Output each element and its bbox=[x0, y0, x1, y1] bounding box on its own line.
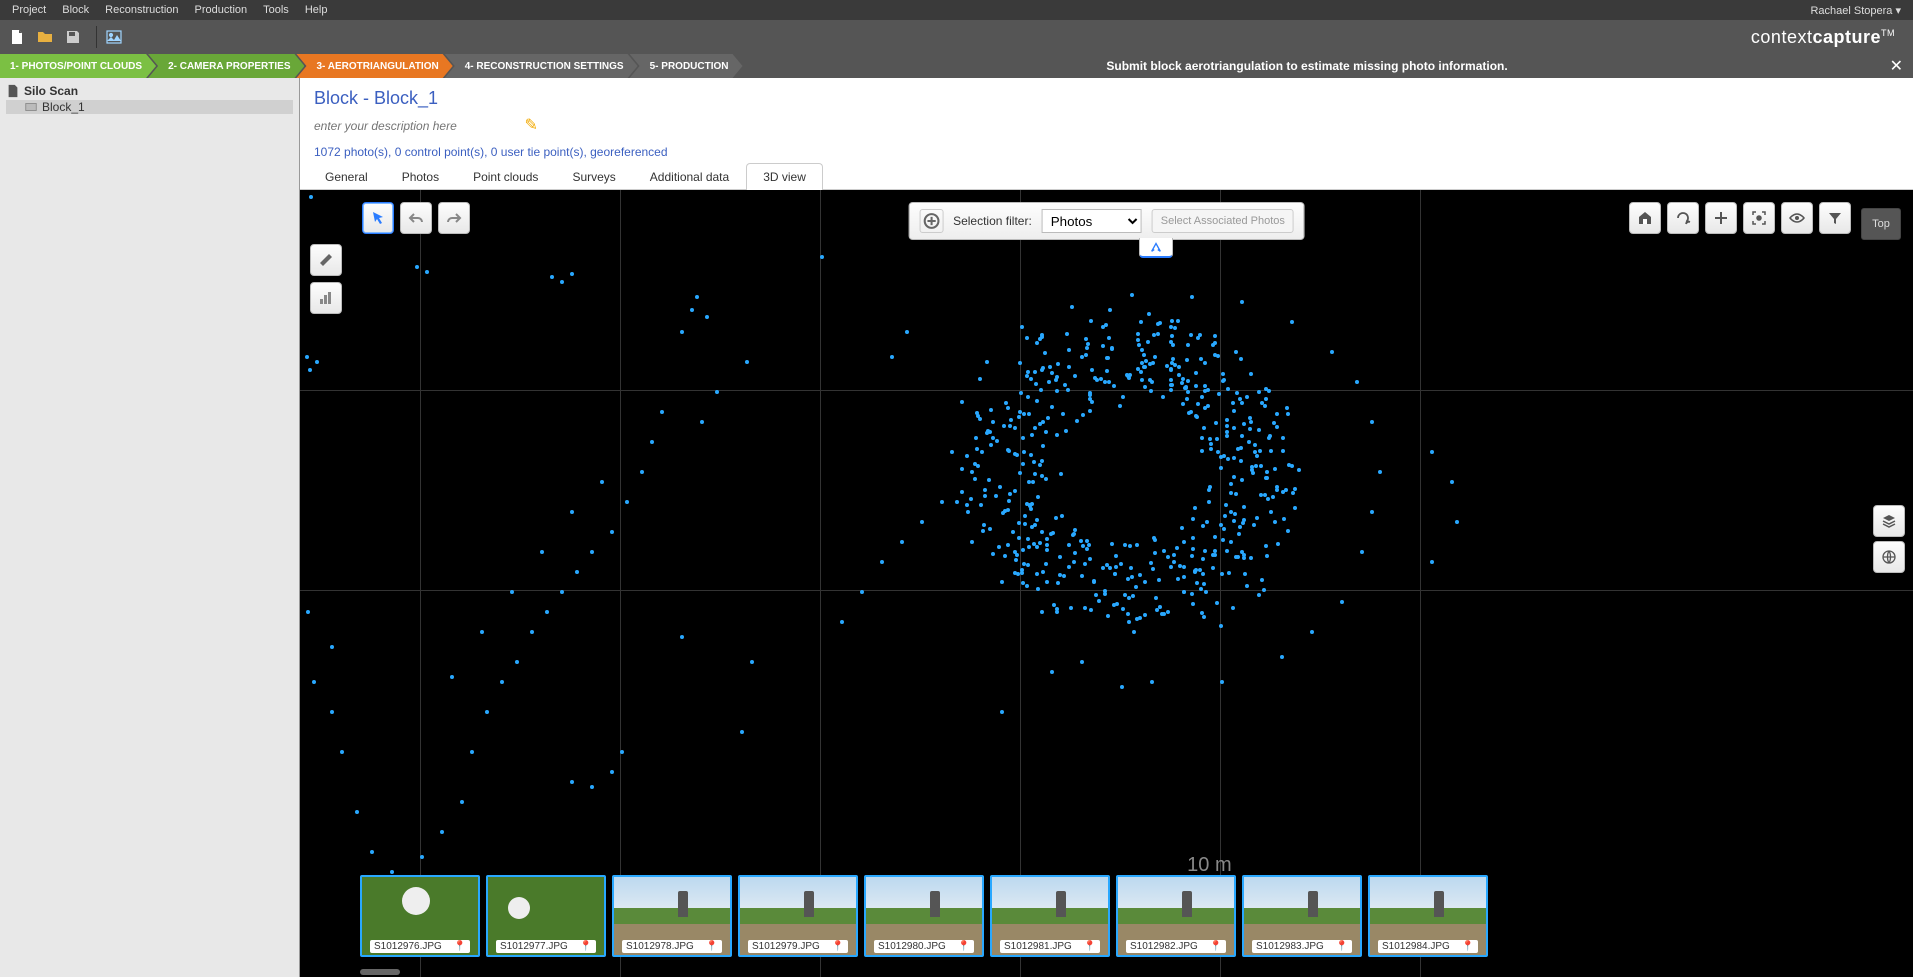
stats-tool-icon[interactable] bbox=[310, 282, 342, 314]
redo-icon[interactable] bbox=[438, 202, 470, 234]
menu-help[interactable]: Help bbox=[297, 2, 336, 18]
globe-icon[interactable] bbox=[1873, 541, 1905, 573]
save-icon[interactable] bbox=[62, 26, 84, 48]
tab-surveys[interactable]: Surveys bbox=[555, 163, 632, 190]
tab-point-clouds[interactable]: Point clouds bbox=[456, 163, 555, 190]
edit-description-icon[interactable]: ✎ bbox=[524, 117, 537, 134]
frame-icon[interactable] bbox=[1743, 202, 1775, 234]
open-folder-icon[interactable] bbox=[34, 26, 56, 48]
scale-label: 10 m bbox=[1187, 854, 1231, 877]
menu-tools[interactable]: Tools bbox=[255, 2, 297, 18]
funnel-icon[interactable] bbox=[1819, 202, 1851, 234]
image-icon[interactable] bbox=[103, 26, 125, 48]
rotate-icon[interactable] bbox=[1667, 202, 1699, 234]
filter-select[interactable]: Photos bbox=[1042, 209, 1142, 233]
workflow-step[interactable]: 1- PHOTOS/POINT CLOUDS bbox=[0, 54, 156, 78]
thumbnail-strip: S1012976.JPG📍S1012977.JPG📍S1012978.JPG📍S… bbox=[360, 875, 1893, 967]
thumbnail[interactable]: S1012983.JPG📍 bbox=[1242, 875, 1362, 957]
new-file-icon[interactable] bbox=[6, 26, 28, 48]
thumbnail[interactable]: S1012978.JPG📍 bbox=[612, 875, 732, 957]
description-input[interactable] bbox=[314, 119, 514, 133]
fit-view-icon[interactable] bbox=[919, 209, 943, 233]
filter-panel: Selection filter: Photos Select Associat… bbox=[908, 202, 1305, 240]
measure-tool-icon[interactable] bbox=[310, 244, 342, 276]
home-icon[interactable] bbox=[1629, 202, 1661, 234]
menubar: ProjectBlockReconstructionProductionTool… bbox=[0, 0, 1913, 20]
thumbnail[interactable]: S1012981.JPG📍 bbox=[990, 875, 1110, 957]
undo-icon[interactable] bbox=[400, 202, 432, 234]
user-menu[interactable]: Rachael Stopera ▾ bbox=[1802, 2, 1909, 19]
block-header: Block - Block_1 ✎ 1072 photo(s), 0 contr… bbox=[300, 78, 1913, 163]
thumbnail[interactable]: S1012976.JPG📍 bbox=[360, 875, 480, 957]
workflow-step[interactable]: 4- RECONSTRUCTION SETTINGS bbox=[445, 54, 638, 78]
select-tool-icon[interactable] bbox=[362, 202, 394, 234]
thumbnail[interactable]: S1012979.JPG📍 bbox=[738, 875, 858, 957]
tab-general[interactable]: General bbox=[308, 163, 385, 190]
main-toolbar: contextcaptureTM bbox=[0, 20, 1913, 54]
pan-icon[interactable] bbox=[1705, 202, 1737, 234]
tree-project[interactable]: Silo Scan bbox=[6, 84, 293, 98]
layers-icon[interactable] bbox=[1873, 505, 1905, 537]
tree-block[interactable]: Block_1 bbox=[6, 100, 293, 114]
top-view-button[interactable]: Top bbox=[1861, 208, 1901, 240]
filter-label: Selection filter: bbox=[953, 214, 1032, 228]
workflow-message: Submit block aerotriangulation to estima… bbox=[735, 59, 1880, 73]
thumbnail[interactable]: S1012980.JPG📍 bbox=[864, 875, 984, 957]
tab-photos[interactable]: Photos bbox=[385, 163, 456, 190]
brand-logo: contextcaptureTM bbox=[1751, 27, 1907, 48]
tab-3d-view[interactable]: 3D view bbox=[746, 163, 823, 190]
project-tree: Silo Scan Block_1 bbox=[0, 78, 300, 977]
thumbnail[interactable]: S1012977.JPG📍 bbox=[486, 875, 606, 957]
eye-icon[interactable] bbox=[1781, 202, 1813, 234]
filter-expand-icon[interactable] bbox=[1139, 238, 1173, 258]
thumbnail[interactable]: S1012982.JPG📍 bbox=[1116, 875, 1236, 957]
3d-viewer[interactable]: Selection filter: Photos Select Associat… bbox=[300, 190, 1913, 977]
workflow-step[interactable]: 3- AEROTRIANGULATION bbox=[296, 54, 452, 78]
tab-additional-data[interactable]: Additional data bbox=[633, 163, 746, 190]
workflow-step[interactable]: 5- PRODUCTION bbox=[630, 54, 743, 78]
thumbnail-scrollbar[interactable] bbox=[360, 969, 400, 975]
menu-reconstruction[interactable]: Reconstruction bbox=[97, 2, 186, 18]
workflow-step[interactable]: 2- CAMERA PROPERTIES bbox=[148, 54, 304, 78]
menu-project[interactable]: Project bbox=[4, 2, 54, 18]
tab-bar: GeneralPhotosPoint cloudsSurveysAddition… bbox=[300, 163, 1913, 190]
thumbnail[interactable]: S1012984.JPG📍 bbox=[1368, 875, 1488, 957]
block-info: 1072 photo(s), 0 control point(s), 0 use… bbox=[314, 145, 1899, 159]
block-title: Block - Block_1 bbox=[314, 88, 1899, 109]
workflow-close-icon[interactable]: ✕ bbox=[1880, 56, 1913, 76]
menu-block[interactable]: Block bbox=[54, 2, 97, 18]
select-associated-button[interactable]: Select Associated Photos bbox=[1152, 209, 1294, 233]
workflow-bar: 1- PHOTOS/POINT CLOUDS2- CAMERA PROPERTI… bbox=[0, 54, 1913, 78]
menu-production[interactable]: Production bbox=[187, 2, 256, 18]
